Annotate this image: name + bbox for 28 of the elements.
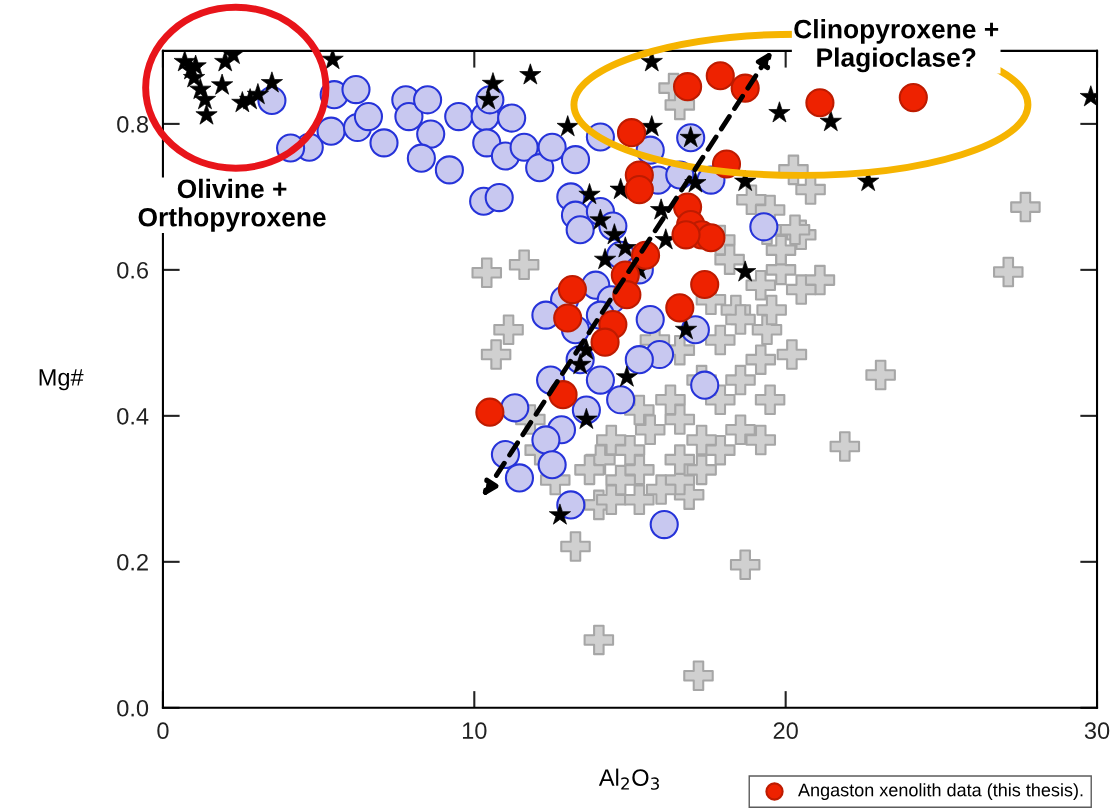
point: [705, 61, 735, 91]
legend-label: Angaston xenolith data (this thesis).: [798, 783, 1083, 801]
y-tick-label: 0.6: [117, 261, 149, 279]
point: [665, 293, 695, 323]
point: [805, 88, 835, 118]
annotation: Olivine + Orthopyroxene: [138, 178, 326, 232]
point: [673, 72, 703, 102]
y-axis-title: Mg#: [39, 369, 84, 391]
point: [671, 220, 701, 250]
point: [557, 275, 587, 305]
y-tick-label: 0.8: [117, 115, 149, 133]
point: [553, 303, 583, 333]
x-tick-label: 10: [462, 722, 487, 740]
x-tick-label: 0: [157, 722, 169, 740]
point: [616, 118, 647, 148]
point: [690, 269, 720, 300]
point: [696, 223, 726, 253]
point: [624, 175, 654, 205]
point: [590, 327, 620, 357]
x-axis-title: Al$_{2}$O$_{3}$: [598, 768, 659, 790]
annotation: Clinopyroxene + Plagioclase?: [794, 19, 999, 73]
point: [898, 83, 928, 113]
point: [475, 397, 505, 427]
x-tick-label: 30: [1084, 722, 1110, 740]
x-tick-label: 20: [773, 722, 798, 740]
y-tick-label: 0.2: [117, 553, 148, 571]
y-tick-label: 0.0: [117, 699, 149, 717]
y-tick-label: 0.4: [117, 407, 149, 425]
